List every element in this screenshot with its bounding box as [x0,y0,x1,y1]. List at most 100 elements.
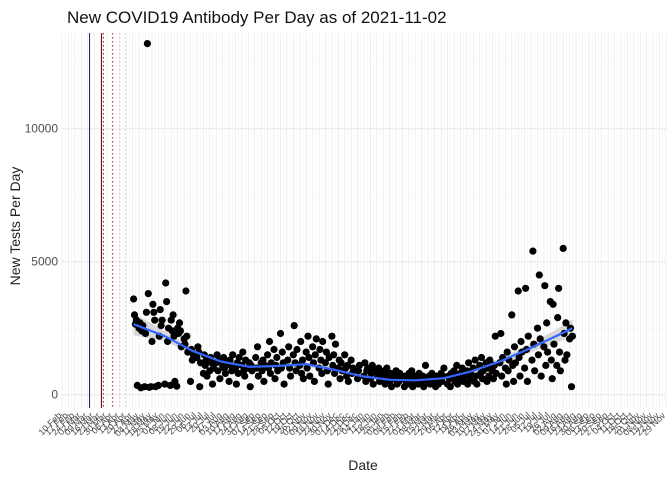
data-point [276,329,285,338]
data-point [542,361,550,369]
data-point [297,337,305,346]
data-point [331,369,339,377]
data-point [464,380,472,388]
data-point [328,332,336,340]
data-point [221,369,229,377]
data-point [369,380,377,388]
data-point [214,367,222,375]
data-point [502,380,510,388]
data-point [387,383,396,391]
data-point [486,356,494,364]
data-point [523,377,532,385]
data-point [491,332,499,340]
data-point [150,308,158,316]
data-point [163,298,171,306]
data-point [503,348,511,356]
x-axis-title: Date [348,457,378,473]
data-point [540,343,548,351]
data-point [302,348,310,356]
data-points [130,40,577,392]
data-point [284,356,292,364]
data-point [354,367,363,375]
data-point [343,361,352,369]
data-point [322,348,330,356]
data-point [303,364,311,372]
chart-title: New COVID19 Antibody Per Day as of 2021-… [67,8,447,27]
data-point [537,372,545,380]
data-point [141,329,150,338]
data-point [273,353,281,362]
data-point [349,364,357,372]
data-point [149,300,157,308]
data-point [511,359,520,367]
data-point [547,356,555,364]
data-point [216,375,224,383]
data-point [324,380,332,388]
data-point [142,308,150,316]
data-point [510,343,519,351]
data-point [554,314,562,322]
data-point [396,369,404,377]
data-point [541,282,549,290]
data-point [347,356,355,364]
data-point [271,375,279,383]
data-point [534,351,543,359]
data-point [354,375,362,383]
data-point [555,284,563,292]
data-point [522,284,530,292]
data-point [344,377,352,385]
data-point [453,361,461,369]
data-point [497,329,505,338]
data-point [154,381,162,389]
data-point [246,383,254,391]
data-point [196,383,204,391]
data-point [516,372,524,380]
data-point [292,367,300,375]
data-point [508,311,516,319]
data-point [524,332,532,340]
data-point [280,380,288,388]
data-point [521,364,529,372]
data-point [355,361,363,369]
y-axis-title: New Tests Per Day [7,167,23,286]
data-point [550,340,558,348]
data-point [440,364,448,372]
data-point [232,380,240,388]
data-point [148,337,156,346]
data-point [201,361,209,369]
data-point [156,306,164,314]
data-point [175,319,184,327]
data-point [235,353,243,362]
data-point [290,322,298,330]
data-point [515,353,523,362]
data-point [361,359,369,367]
data-point [383,364,391,372]
data-point [225,377,233,385]
data-point [253,343,262,351]
data-point [182,287,190,295]
data-point [471,356,479,364]
data-point [517,337,525,346]
data-point [318,369,326,377]
data-point [421,361,430,369]
data-point [208,380,217,388]
data-point [544,348,552,356]
data-point [321,359,329,367]
data-point [130,295,138,303]
data-point [229,351,237,359]
data-point [555,348,564,356]
data-point [549,300,557,308]
data-point [270,345,278,354]
data-point [531,367,539,375]
data-point [309,343,317,351]
data-point [162,279,170,287]
data-point [567,383,576,391]
data-point [454,380,462,388]
data-point [420,383,428,391]
data-point [473,380,481,388]
data-point [289,351,297,359]
data-point [514,287,522,295]
data-point [504,367,512,375]
